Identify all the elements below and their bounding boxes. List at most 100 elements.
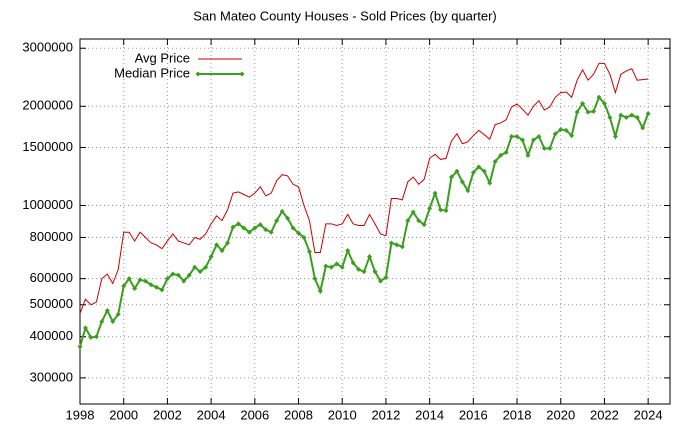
data-point [574, 109, 580, 115]
data-point [306, 249, 312, 255]
data-point [629, 112, 635, 118]
legend-label: Median Price [114, 65, 190, 80]
legend-marker [195, 71, 201, 77]
y-tick-label: 2000000 [22, 98, 73, 113]
data-point [618, 112, 624, 118]
data-point [552, 131, 558, 137]
data-point [459, 179, 465, 185]
data-point [367, 254, 373, 260]
legend-marker [239, 71, 245, 77]
x-tick-label: 2024 [634, 407, 663, 422]
data-point [454, 168, 460, 174]
legend-label: Avg Price [135, 50, 190, 65]
data-point [580, 100, 586, 106]
data-point [432, 190, 438, 196]
data-point [99, 318, 105, 324]
data-point [427, 205, 433, 211]
data-point [623, 114, 629, 120]
data-point [438, 207, 444, 213]
data-point [634, 114, 640, 120]
data-point [132, 286, 138, 292]
data-point [192, 264, 198, 270]
data-point [509, 133, 515, 139]
data-point [503, 149, 509, 155]
data-point [159, 287, 165, 293]
data-point [498, 152, 504, 158]
data-point [115, 311, 121, 317]
data-point [274, 218, 280, 224]
data-point [596, 94, 602, 100]
data-point [312, 276, 318, 282]
data-point [296, 230, 302, 236]
data-point [137, 277, 143, 283]
data-point [585, 109, 591, 115]
x-tick-label: 2022 [590, 407, 619, 422]
x-tick-label: 2020 [546, 407, 575, 422]
data-point [241, 225, 247, 231]
x-tick-label: 2014 [415, 407, 444, 422]
data-point [121, 283, 127, 289]
x-tick-label: 2012 [371, 407, 400, 422]
x-tick-label: 2002 [153, 407, 182, 422]
data-point [82, 325, 88, 331]
data-point [640, 125, 646, 131]
y-tick-label: 800000 [30, 229, 73, 244]
data-point [525, 152, 531, 158]
data-point [541, 145, 547, 151]
data-point [170, 271, 176, 277]
data-point [399, 244, 405, 250]
x-tick-label: 2006 [240, 407, 269, 422]
data-point [317, 288, 323, 294]
data-point [492, 159, 498, 165]
data-point [279, 208, 285, 214]
data-point [323, 263, 329, 269]
y-tick-label: 3000000 [22, 40, 73, 55]
y-tick-label: 500000 [30, 296, 73, 311]
x-tick-label: 1998 [66, 407, 95, 422]
data-point [547, 145, 553, 151]
data-point [405, 218, 411, 224]
data-point [514, 133, 520, 139]
data-point [601, 100, 607, 106]
data-point [448, 174, 454, 180]
data-point [465, 188, 471, 194]
data-point [591, 108, 597, 114]
data-point [110, 318, 116, 324]
data-point [607, 114, 613, 120]
data-point [421, 222, 427, 228]
data-point [246, 229, 252, 235]
data-point [88, 334, 94, 340]
x-tick-label: 2000 [109, 407, 138, 422]
data-point [558, 127, 564, 133]
data-point [148, 282, 154, 288]
data-point [126, 276, 132, 282]
data-point [225, 240, 230, 246]
data-point [104, 308, 110, 314]
data-point [181, 278, 187, 284]
data-point [301, 234, 307, 240]
data-point [350, 260, 356, 266]
data-point [339, 264, 345, 270]
data-point [263, 227, 269, 233]
data-point [356, 266, 362, 272]
data-point [153, 284, 159, 290]
data-line [79, 62, 649, 314]
data-point [334, 261, 340, 267]
y-tick-label: 600000 [30, 270, 73, 285]
data-point [235, 221, 241, 227]
data-point [208, 254, 214, 260]
plot-frame [79, 38, 671, 405]
x-tick-label: 2004 [197, 407, 226, 422]
data-point [530, 137, 536, 143]
data-point [252, 225, 258, 231]
data-point [520, 137, 525, 143]
data-point [345, 248, 351, 254]
data-point [563, 127, 569, 133]
data-point [481, 168, 487, 174]
data-point [77, 344, 83, 350]
data-point [219, 248, 225, 254]
data-point [290, 225, 296, 231]
data-point [487, 180, 493, 186]
data-point [268, 229, 274, 235]
